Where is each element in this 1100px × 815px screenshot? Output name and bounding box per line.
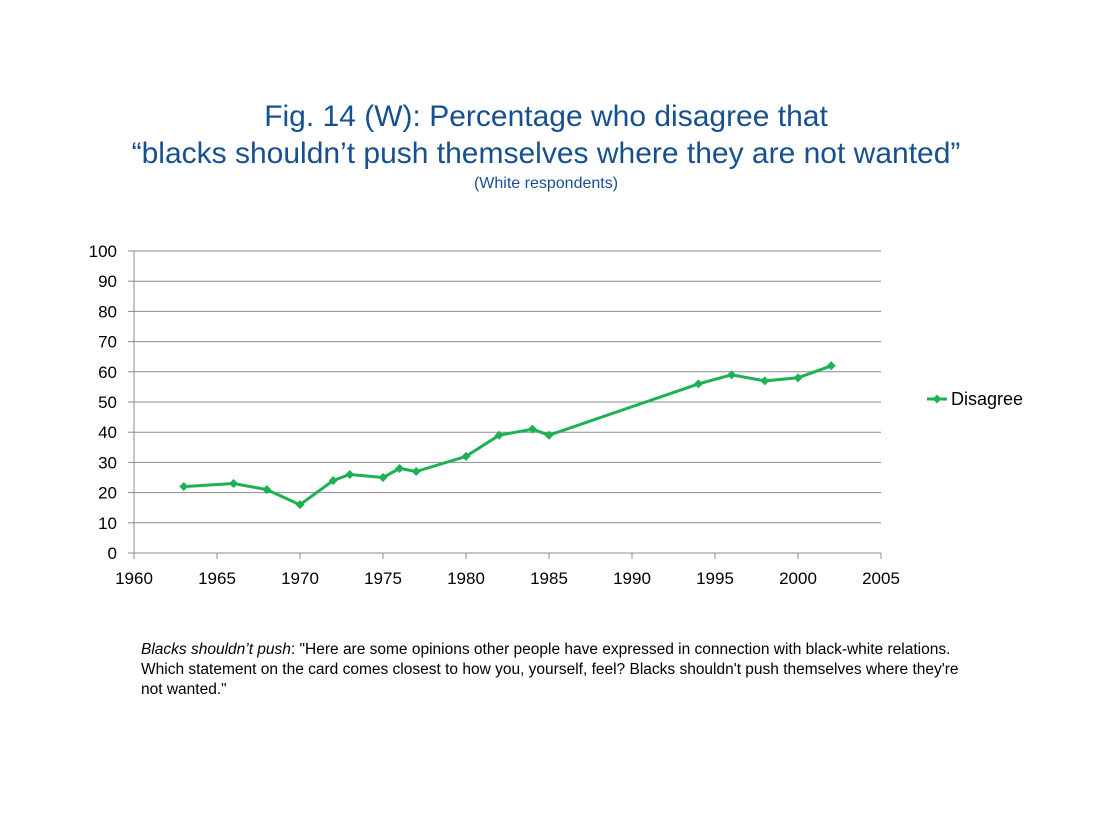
y-tick-label-60: 60 — [98, 363, 117, 382]
axes: 0 10 20 30 40 50 60 70 80 90 100 1960 1965 1970 1975 19… — [89, 242, 900, 588]
x-tick-label-1995: 1995 — [696, 569, 734, 588]
data-point-1982 — [494, 430, 504, 440]
legend: Disagree — [927, 389, 1023, 409]
data-point-1966 — [229, 479, 239, 489]
y-tick-label-30: 30 — [98, 453, 117, 472]
grid-lines — [134, 250, 881, 524]
data-point-1976 — [395, 463, 405, 473]
series-line-0 — [182, 364, 833, 507]
chart-subtitle: (White respondents) — [473, 175, 619, 192]
data-point-1985 — [544, 430, 554, 440]
data-point-1977 — [411, 466, 421, 476]
x-tick-label-2005: 2005 — [862, 569, 900, 588]
data-point-1984 — [527, 424, 537, 434]
data-point-1972 — [328, 476, 338, 486]
y-tick-label-10: 10 — [98, 514, 117, 533]
data-point-1963 — [179, 482, 189, 492]
y-tick-label-20: 20 — [98, 484, 117, 503]
legend-swatch-marker — [932, 394, 942, 404]
y-tick-label-50: 50 — [98, 393, 117, 412]
y-tick-label-40: 40 — [98, 423, 117, 442]
footnote-text: : "Here are some opinions other people h… — [141, 641, 959, 698]
data-point-1968 — [262, 485, 272, 495]
x-tick-label-2000: 2000 — [779, 569, 817, 588]
chart-title-block: Fig. 14 (W): Percentage who disagree tha… — [0, 98, 1100, 196]
data-point-1970 — [295, 500, 305, 510]
y-tick-label-70: 70 — [98, 333, 117, 352]
data-point-1996 — [727, 370, 737, 380]
chart-title-line1: Fig. 14 (W): Percentage who disagree tha… — [264, 100, 828, 133]
question-footnote: Blacks shouldn’t push: "Here are some op… — [141, 640, 981, 700]
data-point-1975 — [378, 473, 388, 482]
x-tick-label-1960: 1960 — [115, 569, 153, 588]
data-point-1980 — [461, 451, 471, 461]
data-point-2000 — [793, 373, 803, 383]
data-point-1998 — [760, 376, 770, 386]
footnote-lead: Blacks shouldn’t push — [141, 641, 291, 658]
x-tick-label-1965: 1965 — [198, 569, 236, 588]
data-point-2002 — [826, 361, 836, 371]
data-point-1973 — [345, 469, 355, 479]
series-disagree — [179, 361, 836, 510]
x-tick-label-1985: 1985 — [530, 569, 568, 588]
chart-title-line2: “blacks shouldn’t push themselves where … — [131, 137, 961, 170]
y-tick-label-0: 0 — [108, 544, 117, 563]
y-tick-label-90: 90 — [98, 272, 117, 291]
x-tick-label-1990: 1990 — [613, 569, 651, 588]
x-tick-label-1980: 1980 — [447, 569, 485, 588]
x-tick-label-1975: 1975 — [364, 569, 402, 588]
legend-label: Disagree — [951, 389, 1023, 409]
x-tick-label-1970: 1970 — [281, 569, 319, 588]
y-tick-label-100: 100 — [89, 242, 117, 261]
data-point-1994 — [693, 379, 703, 389]
y-tick-label-80: 80 — [98, 302, 117, 321]
